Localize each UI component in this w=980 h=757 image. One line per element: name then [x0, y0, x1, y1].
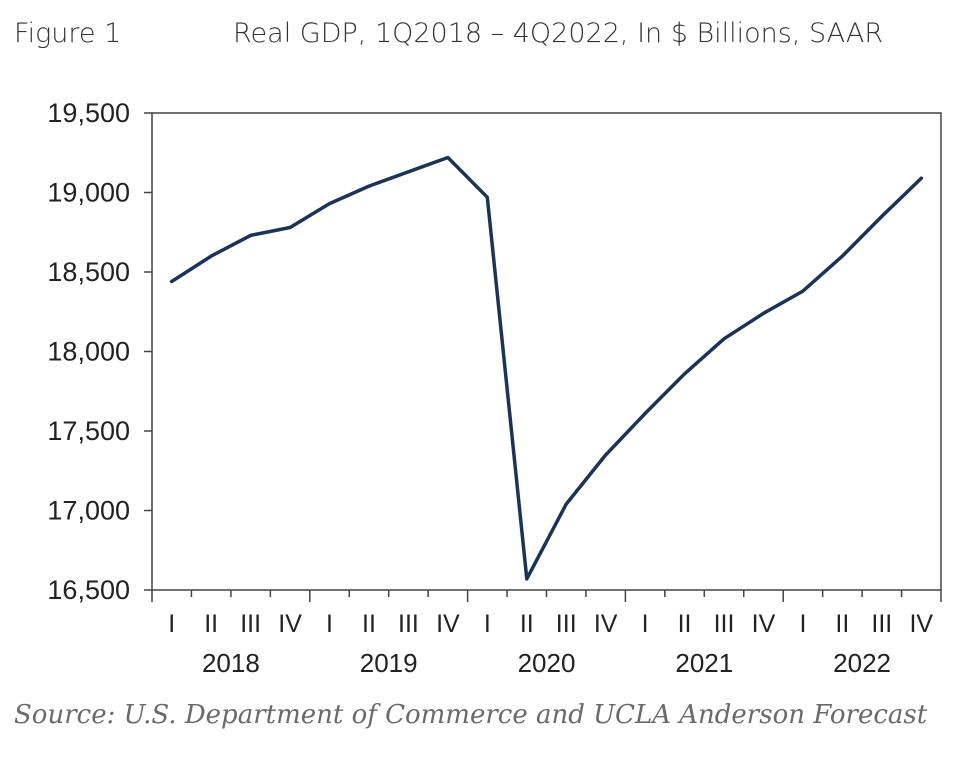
data-point — [920, 176, 923, 180]
x-year-label: 2018 — [202, 648, 260, 678]
x-quarter-label: II — [835, 610, 849, 638]
data-point — [565, 502, 568, 506]
figure-label: Figure 1 — [14, 18, 122, 49]
data-point — [486, 196, 489, 199]
data-point — [209, 254, 213, 258]
data-point — [367, 184, 371, 188]
x-quarter-label: II — [520, 610, 534, 638]
x-quarter-label: III — [398, 610, 419, 638]
x-quarter-label: III — [240, 610, 261, 638]
x-quarter-label: I — [484, 610, 491, 638]
x-quarter-label: I — [326, 610, 333, 638]
data-point — [604, 453, 607, 457]
data-point — [446, 156, 450, 159]
x-quarter-label: IV — [752, 610, 776, 638]
data-point — [249, 234, 252, 237]
x-quarter-label: II — [204, 610, 218, 638]
y-tick-label: 19,500 — [47, 98, 130, 128]
x-year-label: 2021 — [675, 648, 733, 678]
x-quarter-label: II — [678, 610, 692, 638]
source-note: Source: U.S. Department of Commerce and … — [14, 700, 928, 730]
chart-title: Real GDP, 1Q2018 – 4Q2022, In $ Billions… — [233, 18, 884, 49]
data-point — [801, 289, 805, 293]
x-year-label: 2022 — [833, 648, 891, 678]
gdp-series-line — [169, 155, 924, 581]
data-point — [170, 280, 173, 283]
y-tick-label: 18,500 — [47, 257, 130, 287]
x-quarter-label: III — [714, 610, 735, 638]
x-quarter-label: IV — [278, 610, 302, 638]
data-point — [407, 170, 410, 174]
y-tick-label: 18,000 — [47, 337, 130, 367]
data-point — [762, 312, 765, 315]
x-quarter-label: III — [556, 610, 577, 638]
y-tick-label: 17,500 — [47, 416, 130, 446]
y-tick-label: 17,000 — [47, 496, 130, 526]
y-tick-label: 16,500 — [47, 575, 130, 605]
gdp-line-chart: 16,500 17,000 17,500 18,000 18,500 19,000 19,5… — [47, 98, 942, 678]
x-quarter-label: I — [799, 610, 806, 638]
x-year-label: 2020 — [518, 648, 576, 678]
x-year-label: 2019 — [360, 648, 418, 678]
x-quarter-label: IV — [436, 610, 460, 638]
x-quarter-label: IV — [594, 610, 618, 638]
data-point — [683, 372, 686, 375]
data-point — [880, 215, 884, 218]
plot-frame — [151, 112, 942, 591]
x-quarter-label: III — [871, 610, 892, 638]
x-quarter-label: IV — [909, 610, 933, 638]
data-point — [841, 254, 844, 258]
data-point — [525, 577, 528, 581]
data-point — [288, 226, 292, 229]
x-quarter-label: I — [168, 610, 175, 638]
y-tick-label: 19,000 — [47, 178, 130, 208]
data-point — [722, 337, 726, 340]
x-quarter-label: II — [362, 610, 376, 638]
data-point — [328, 202, 331, 205]
x-quarter-label: I — [642, 610, 649, 638]
data-point — [643, 412, 647, 415]
